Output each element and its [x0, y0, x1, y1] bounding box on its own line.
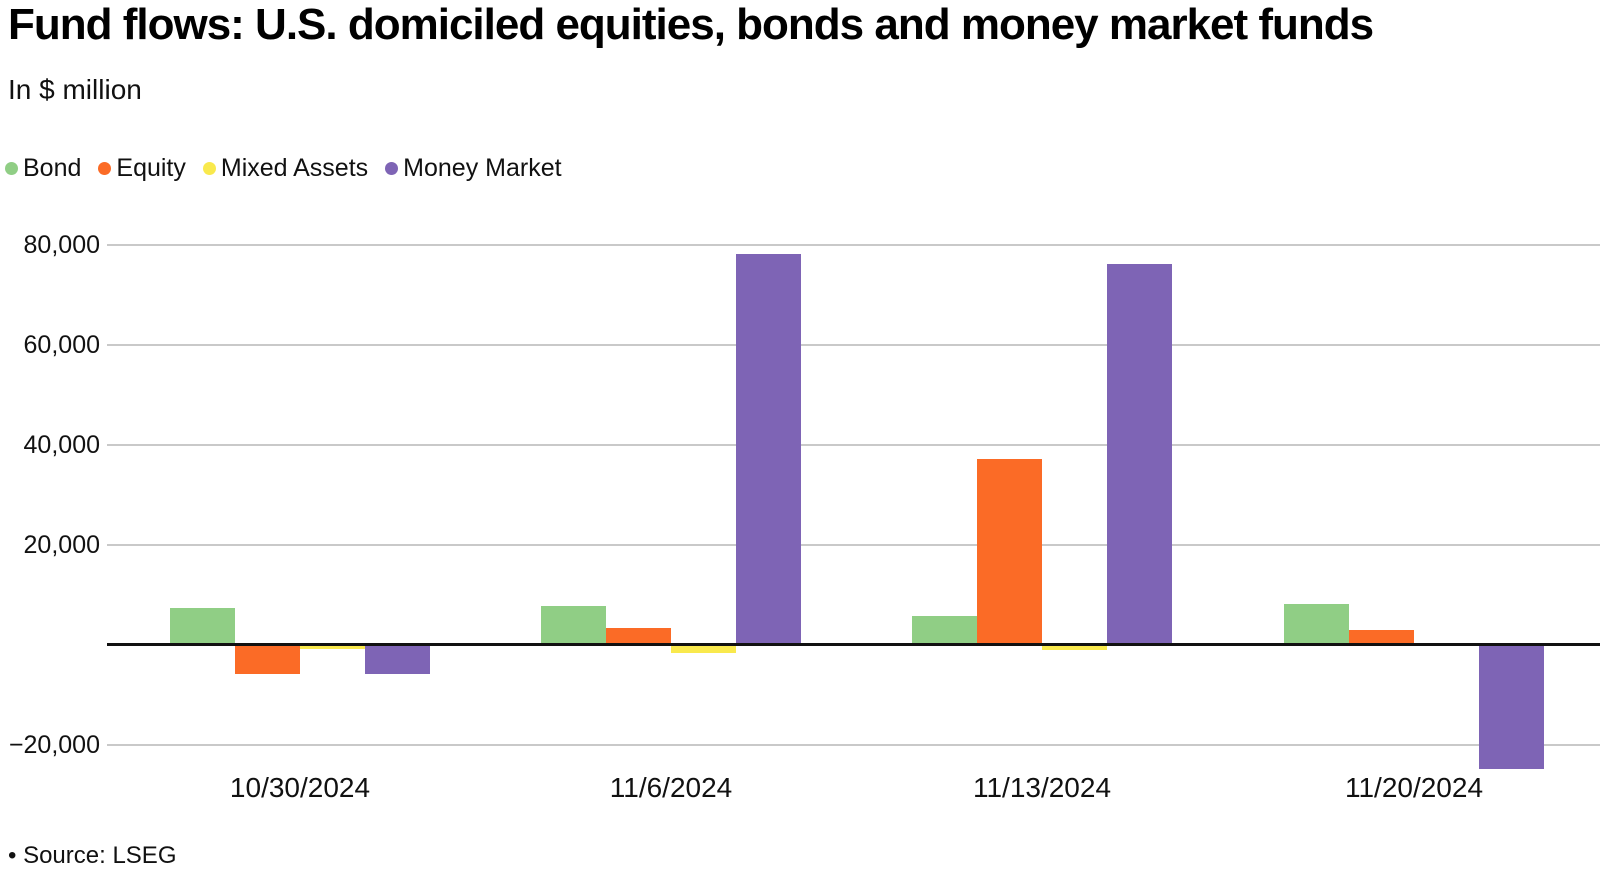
- x-axis-zero-line: [107, 643, 1600, 646]
- chart-title: Fund flows: U.S. domiciled equities, bon…: [8, 0, 1374, 49]
- gridline: [107, 744, 1600, 746]
- bar-mixed-assets-10/30/2024: [300, 645, 365, 649]
- chart-subtitle: In $ million: [8, 74, 142, 105]
- bar-equity-11/6/2024: [606, 628, 671, 645]
- x-tick-label: 10/30/2024: [229, 772, 371, 803]
- bar-bond-11/13/2024: [912, 615, 977, 645]
- legend-label: Mixed Assets: [220, 154, 369, 182]
- legend-item-money-market: Money Market: [385, 154, 562, 183]
- bar-mixed-assets-11/6/2024: [671, 645, 736, 653]
- y-tick-label: 80,000: [23, 231, 100, 259]
- bar-equity-11/13/2024: [977, 458, 1042, 645]
- legend-dot-bond-icon: [5, 162, 18, 175]
- bar-bond-10/30/2024: [170, 607, 235, 645]
- legend-dot-equity-icon: [98, 162, 112, 175]
- legend-label: Bond: [23, 154, 82, 182]
- y-tick-label: 20,000: [23, 531, 100, 559]
- gridline: [107, 444, 1600, 446]
- y-tick-label: −20,000: [8, 731, 100, 759]
- gridline: [107, 344, 1600, 346]
- bar-money-market-11/20/2024: [1479, 645, 1544, 769]
- bar-money-market-11/13/2024: [1107, 263, 1172, 645]
- bar-money-market-11/6/2024: [736, 253, 801, 645]
- bar-bond-11/6/2024: [541, 605, 606, 645]
- legend-dot-money-market-icon: [385, 162, 399, 175]
- y-tick-label: 40,000: [23, 431, 100, 459]
- x-tick-label: 11/13/2024: [972, 772, 1112, 803]
- gridline: [107, 544, 1600, 546]
- gridline: [107, 244, 1600, 246]
- bar-mixed-assets-11/13/2024: [1042, 645, 1107, 650]
- legend-label: Money Market: [403, 154, 562, 182]
- x-tick-label: 11/20/2024: [1344, 772, 1484, 803]
- source-note: • Source: LSEG: [8, 842, 177, 869]
- legend-label: Equity: [116, 154, 186, 182]
- x-tick-label: 11/6/2024: [609, 772, 733, 803]
- chart-legend: Bond Equity Mixed Assets Money Market: [5, 154, 562, 183]
- legend-item-equity: Equity: [98, 154, 186, 183]
- legend-dot-mixed-assets-icon: [202, 162, 216, 175]
- bar-money-market-10/30/2024: [365, 645, 430, 674]
- bar-equity-11/20/2024: [1349, 630, 1414, 645]
- legend-item-bond: Bond: [5, 154, 81, 183]
- y-tick-label: 60,000: [23, 331, 100, 359]
- bar-equity-10/30/2024: [235, 645, 300, 674]
- bar-bond-11/20/2024: [1284, 603, 1349, 645]
- legend-item-mixed-assets: Mixed Assets: [202, 154, 369, 183]
